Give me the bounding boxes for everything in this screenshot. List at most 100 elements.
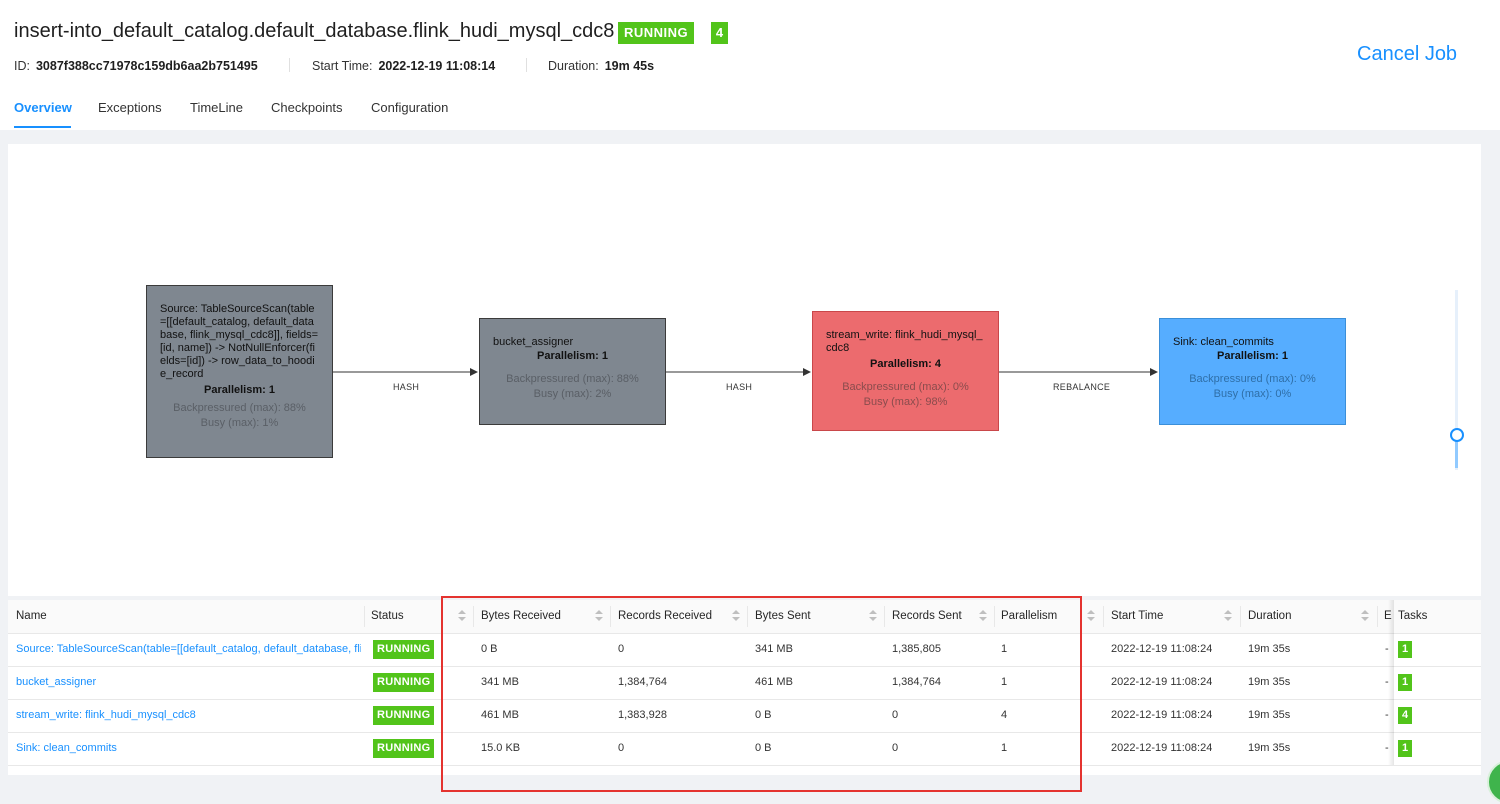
parallelism: 1 <box>1001 643 1008 655</box>
column-header-status[interactable]: Status <box>371 610 404 622</box>
start-time: 2022-12-19 11:08:24 <box>1111 709 1213 721</box>
node-name: bucket_assigner <box>493 336 574 348</box>
sort-icon[interactable] <box>869 610 877 624</box>
tab-exceptions[interactable]: Exceptions <box>98 100 162 115</box>
parallelism: 4 <box>1001 709 1008 721</box>
duration: 19m 35s <box>1248 742 1291 754</box>
records-sent: 0 <box>892 709 899 721</box>
sort-icon[interactable] <box>1087 610 1095 624</box>
column-header-end-time[interactable]: E <box>1384 600 1392 633</box>
sort-icon[interactable] <box>458 610 466 624</box>
sort-icon[interactable] <box>595 610 603 624</box>
node-name: stream_write: flink_hudi_mysql_cdc8 <box>826 329 983 354</box>
column-divider <box>1240 606 1241 627</box>
vertex-name-link[interactable]: Sink: clean_commits <box>16 742 117 754</box>
column-divider <box>473 606 474 627</box>
graph-edges <box>332 368 1158 376</box>
column-header-records-received[interactable]: Records Received <box>618 610 712 622</box>
vertex-name-link[interactable]: Source: TableSourceScan(table=[[default_… <box>16 643 361 655</box>
job-task-count-badge: 4 <box>711 22 728 44</box>
start-time: 2022-12-19 11:08:24 <box>1111 676 1213 688</box>
graph-node-bucket-assigner[interactable]: bucket_assigner Parallelism: 1 Backpress… <box>479 318 666 425</box>
table-row[interactable]: Sink: clean_commits RUNNING 15.0 KB 0 0 … <box>8 732 1481 766</box>
node-backpressure: Backpressured (max): 88% <box>506 373 639 385</box>
graph-node-source[interactable]: Source: TableSourceScan(table=[[default_… <box>146 285 333 458</box>
column-header-start-time[interactable]: Start Time <box>1111 610 1164 622</box>
edge-label-hash: HASH <box>393 382 420 392</box>
status-badge: RUNNING <box>373 706 435 725</box>
job-id-value: 3087f388cc71978c159db6aa2b751495 <box>35 59 258 73</box>
column-divider <box>610 606 611 627</box>
column-header-bytes-sent[interactable]: Bytes Sent <box>755 610 811 622</box>
edge-label-hash: HASH <box>726 382 753 392</box>
node-backpressure: Backpressured (max): 0% <box>1189 373 1316 385</box>
bytes-sent: 341 MB <box>755 643 793 655</box>
records-sent: 0 <box>892 742 899 754</box>
vertex-name-link[interactable]: bucket_assigner <box>16 676 97 688</box>
status-badge: RUNNING <box>373 673 435 692</box>
start-time: 2022-12-19 11:08:24 <box>1111 643 1213 655</box>
node-parallelism: Parallelism: 1 <box>537 350 608 362</box>
start-time-value: 2022-12-19 11:08:14 <box>378 59 496 73</box>
graph-node-stream-write[interactable]: stream_write: flink_hudi_mysql_cdc8 Para… <box>812 311 999 431</box>
meta-divider <box>526 58 527 72</box>
tasks-badge: 4 <box>1398 707 1412 724</box>
column-header-parallelism[interactable]: Parallelism <box>1001 610 1058 622</box>
panel-resize-handle[interactable]: ... <box>752 593 765 605</box>
column-header-bytes-received[interactable]: Bytes Received <box>481 610 561 622</box>
floating-action-button[interactable] <box>1487 760 1500 804</box>
zoom-slider-handle[interactable] <box>1450 428 1464 442</box>
sort-icon[interactable] <box>1224 610 1232 624</box>
column-header-duration[interactable]: Duration <box>1248 610 1292 622</box>
start-time-label: Start Time: <box>312 59 373 73</box>
end-time: - <box>1385 643 1389 655</box>
column-divider <box>747 606 748 627</box>
meta-divider <box>289 58 290 72</box>
sort-icon[interactable] <box>732 610 740 624</box>
job-id-label: ID: <box>14 59 30 73</box>
job-title: insert-into_default_catalog.default_data… <box>14 20 615 42</box>
job-graph-canvas[interactable]: HASH HASH REBALANCE Source: TableSourceS… <box>8 144 1481 596</box>
node-busy: Busy (max): 1% <box>200 417 279 429</box>
column-header-name[interactable]: Name <box>16 610 47 622</box>
bytes-sent: 0 B <box>755 709 772 721</box>
duration-label: Duration: <box>548 59 599 73</box>
duration: 19m 35s <box>1248 709 1291 721</box>
job-start-time: Start Time: 2022-12-19 11:08:14 <box>312 59 495 73</box>
tasks-badge: 1 <box>1398 641 1412 658</box>
tasks-badge: 1 <box>1398 740 1412 757</box>
end-time: - <box>1385 676 1389 688</box>
sort-icon[interactable] <box>1361 610 1369 624</box>
start-time: 2022-12-19 11:08:24 <box>1111 742 1213 754</box>
table-row[interactable]: stream_write: flink_hudi_mysql_cdc8 RUNN… <box>8 699 1481 733</box>
tab-checkpoints[interactable]: Checkpoints <box>271 100 343 115</box>
vertex-table: Name Status Bytes Received Records Recei… <box>8 600 1481 775</box>
tasks-badge: 1 <box>1398 674 1412 691</box>
cancel-job-button[interactable]: Cancel Job <box>1357 43 1458 65</box>
node-parallelism: Parallelism: 1 <box>204 384 275 396</box>
zoom-slider-track[interactable] <box>1455 290 1458 470</box>
bytes-received: 341 MB <box>481 676 519 688</box>
status-badge: RUNNING <box>373 640 435 659</box>
column-header-records-sent[interactable]: Records Sent <box>892 610 962 622</box>
table-row[interactable]: Source: TableSourceScan(table=[[default_… <box>8 633 1481 667</box>
sort-icon[interactable] <box>979 610 987 624</box>
job-header: insert-into_default_catalog.default_data… <box>0 0 1500 130</box>
zoom-slider-fill <box>1455 436 1458 468</box>
records-sent: 1,384,764 <box>892 676 941 688</box>
end-time: - <box>1385 742 1389 754</box>
tab-timeline[interactable]: TimeLine <box>190 100 243 115</box>
column-header-tasks[interactable]: Tasks <box>1398 610 1428 622</box>
node-name: Source: TableSourceScan(table=[[default_… <box>160 303 319 380</box>
active-tab-indicator <box>14 126 71 128</box>
table-row[interactable]: bucket_assigner RUNNING 341 MB 1,384,764… <box>8 666 1481 700</box>
node-busy: Busy (max): 98% <box>863 396 948 408</box>
bytes-received: 461 MB <box>481 709 519 721</box>
tab-overview[interactable]: Overview <box>14 100 72 115</box>
column-divider <box>441 606 442 627</box>
graph-node-sink[interactable]: Sink: clean_commits Parallelism: 1 Backp… <box>1159 318 1346 425</box>
tab-configuration[interactable]: Configuration <box>371 100 449 115</box>
vertex-name-link[interactable]: stream_write: flink_hudi_mysql_cdc8 <box>16 709 196 721</box>
job-status-badge: RUNNING <box>618 22 695 44</box>
column-divider <box>1103 606 1104 627</box>
